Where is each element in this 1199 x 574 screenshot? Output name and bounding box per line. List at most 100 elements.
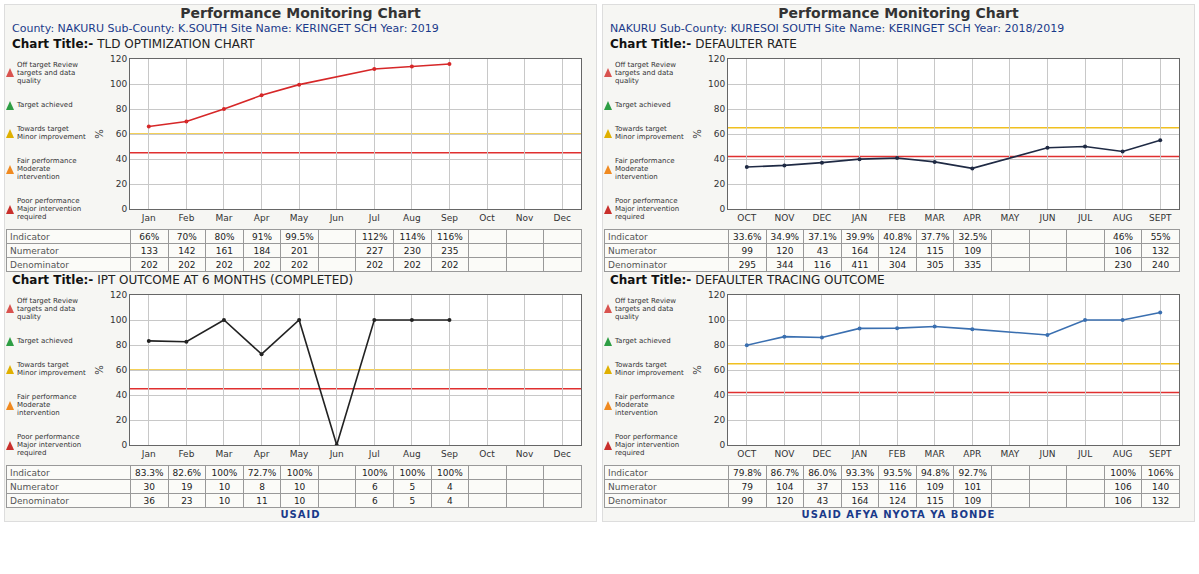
svg-text:Oct: Oct: [479, 449, 495, 459]
svg-text:DEC: DEC: [813, 449, 832, 459]
svg-text:80: 80: [116, 104, 128, 114]
svg-text:May: May: [290, 449, 309, 459]
svg-text:DEC: DEC: [813, 213, 832, 223]
svg-text:Feb: Feb: [178, 213, 194, 223]
svg-text:JUN: JUN: [1038, 449, 1055, 459]
svg-text:Jan: Jan: [141, 449, 156, 459]
svg-text:120: 120: [708, 54, 725, 64]
svg-text:APR: APR: [963, 449, 981, 459]
svg-text:%: %: [692, 129, 703, 139]
svg-text:60: 60: [116, 365, 128, 375]
svg-text:0: 0: [719, 440, 725, 450]
svg-text:Aug: Aug: [403, 213, 421, 223]
svg-text:100: 100: [110, 79, 127, 89]
svg-text:Oct: Oct: [479, 213, 495, 223]
svg-text:0: 0: [121, 204, 127, 214]
svg-text:Dec: Dec: [553, 213, 570, 223]
svg-text:0: 0: [719, 204, 725, 214]
svg-text:APR: APR: [963, 213, 981, 223]
svg-text:0: 0: [121, 440, 127, 450]
html-text:Fair performance Moderate inte: Fair performance Moderate intervention: [615, 393, 675, 418]
html-text:Off target Review targets and: Off target Review targets and data quali…: [615, 296, 676, 321]
html-text:Off target Review targets and: Off target Review targets and data quali…: [17, 60, 78, 85]
svg-text:MAY: MAY: [1001, 449, 1020, 459]
svg-text:20: 20: [116, 415, 128, 425]
svg-text:JAN: JAN: [851, 449, 867, 459]
svg-text:80: 80: [714, 104, 726, 114]
svg-text:%: %: [94, 129, 105, 139]
svg-text:MAR: MAR: [925, 213, 945, 223]
svg-text:Apr: Apr: [254, 449, 270, 459]
svg-text:Dec: Dec: [553, 449, 570, 459]
html-text:Towards target Minor improveme: Towards target Minor improvement: [615, 125, 684, 142]
svg-text:120: 120: [110, 290, 127, 300]
svg-text:40: 40: [714, 390, 726, 400]
svg-text:Feb: Feb: [178, 449, 194, 459]
svg-text:Nov: Nov: [516, 213, 534, 223]
svg-text:Sep: Sep: [441, 449, 458, 459]
html-text:Performance Monitoring Chart: Performance Monitoring Chart: [778, 5, 1019, 21]
svg-text:80: 80: [714, 340, 726, 350]
svg-text:MAY: MAY: [1001, 213, 1020, 223]
svg-text:SEPT: SEPT: [1149, 213, 1172, 223]
svg-text:40: 40: [116, 390, 128, 400]
html-text:Poor performance Major interve: Poor performance Major intervention requ…: [615, 197, 680, 222]
svg-text:80: 80: [116, 340, 128, 350]
svg-text:JUL: JUL: [1077, 213, 1092, 223]
svg-text:AUG: AUG: [1113, 449, 1133, 459]
svg-text:120: 120: [110, 54, 127, 64]
svg-text:20: 20: [116, 179, 128, 189]
html-text:Fair performance Moderate inte: Fair performance Moderate intervention: [17, 393, 77, 418]
html-text:Poor performance Major interve: Poor performance Major intervention requ…: [17, 197, 82, 222]
svg-text:Mar: Mar: [215, 449, 232, 459]
svg-text:Mar: Mar: [215, 213, 232, 223]
svg-text:20: 20: [714, 415, 726, 425]
svg-text:FEB: FEB: [889, 213, 906, 223]
svg-text:%: %: [94, 365, 105, 375]
svg-text:40: 40: [116, 154, 128, 164]
svg-text:SEPT: SEPT: [1149, 449, 1172, 459]
svg-text:100: 100: [110, 315, 127, 325]
html-text:Poor performance Major interve: Poor performance Major intervention requ…: [615, 433, 680, 458]
svg-text:100: 100: [708, 79, 725, 89]
svg-text:100: 100: [708, 315, 725, 325]
svg-text:MAR: MAR: [925, 449, 945, 459]
svg-text:AUG: AUG: [1113, 213, 1133, 223]
svg-text:Jul: Jul: [368, 449, 380, 459]
svg-text:NOV: NOV: [774, 213, 795, 223]
svg-text:Apr: Apr: [254, 213, 270, 223]
svg-text:60: 60: [116, 129, 128, 139]
svg-text:%: %: [692, 365, 703, 375]
html-text:Performance Monitoring Chart: Performance Monitoring Chart: [180, 5, 421, 21]
svg-text:120: 120: [708, 290, 725, 300]
svg-text:OCT: OCT: [737, 449, 756, 459]
svg-text:NOV: NOV: [774, 449, 795, 459]
html-text:Chart Title:- IPT OUTCOME AT 6: Chart Title:- IPT OUTCOME AT 6 MONTHS (C…: [12, 273, 354, 287]
svg-text:20: 20: [714, 179, 726, 189]
html-text:Fair performance Moderate inte: Fair performance Moderate intervention: [17, 157, 77, 182]
svg-text:Aug: Aug: [403, 449, 421, 459]
svg-text:Jul: Jul: [368, 213, 380, 223]
html-text:Off target Review targets and: Off target Review targets and data quali…: [615, 60, 676, 85]
html-text:Towards target Minor improveme: Towards target Minor improvement: [615, 361, 684, 378]
svg-text:JUN: JUN: [1038, 213, 1055, 223]
html-text:Towards target Minor improveme: Towards target Minor improvement: [17, 361, 86, 378]
svg-text:OCT: OCT: [737, 213, 756, 223]
svg-text:FEB: FEB: [889, 449, 906, 459]
html-text:Off target Review targets and: Off target Review targets and data quali…: [17, 296, 78, 321]
html-text:Fair performance Moderate inte: Fair performance Moderate intervention: [615, 157, 675, 182]
html-text:Poor performance Major interve: Poor performance Major intervention requ…: [17, 433, 82, 458]
html-text:Chart Title:- TLD OPTIMIZATION: Chart Title:- TLD OPTIMIZATION CHART: [12, 37, 255, 51]
html-text:Towards target Minor improveme: Towards target Minor improvement: [17, 125, 86, 142]
svg-text:JUL: JUL: [1077, 449, 1092, 459]
svg-text:60: 60: [714, 129, 726, 139]
svg-text:60: 60: [714, 365, 726, 375]
svg-text:Jun: Jun: [329, 449, 344, 459]
svg-text:May: May: [290, 213, 309, 223]
svg-text:Sep: Sep: [441, 213, 458, 223]
svg-text:40: 40: [714, 154, 726, 164]
svg-text:Jun: Jun: [329, 213, 344, 223]
svg-text:JAN: JAN: [851, 213, 867, 223]
svg-text:Nov: Nov: [516, 449, 534, 459]
svg-text:Jan: Jan: [141, 213, 156, 223]
